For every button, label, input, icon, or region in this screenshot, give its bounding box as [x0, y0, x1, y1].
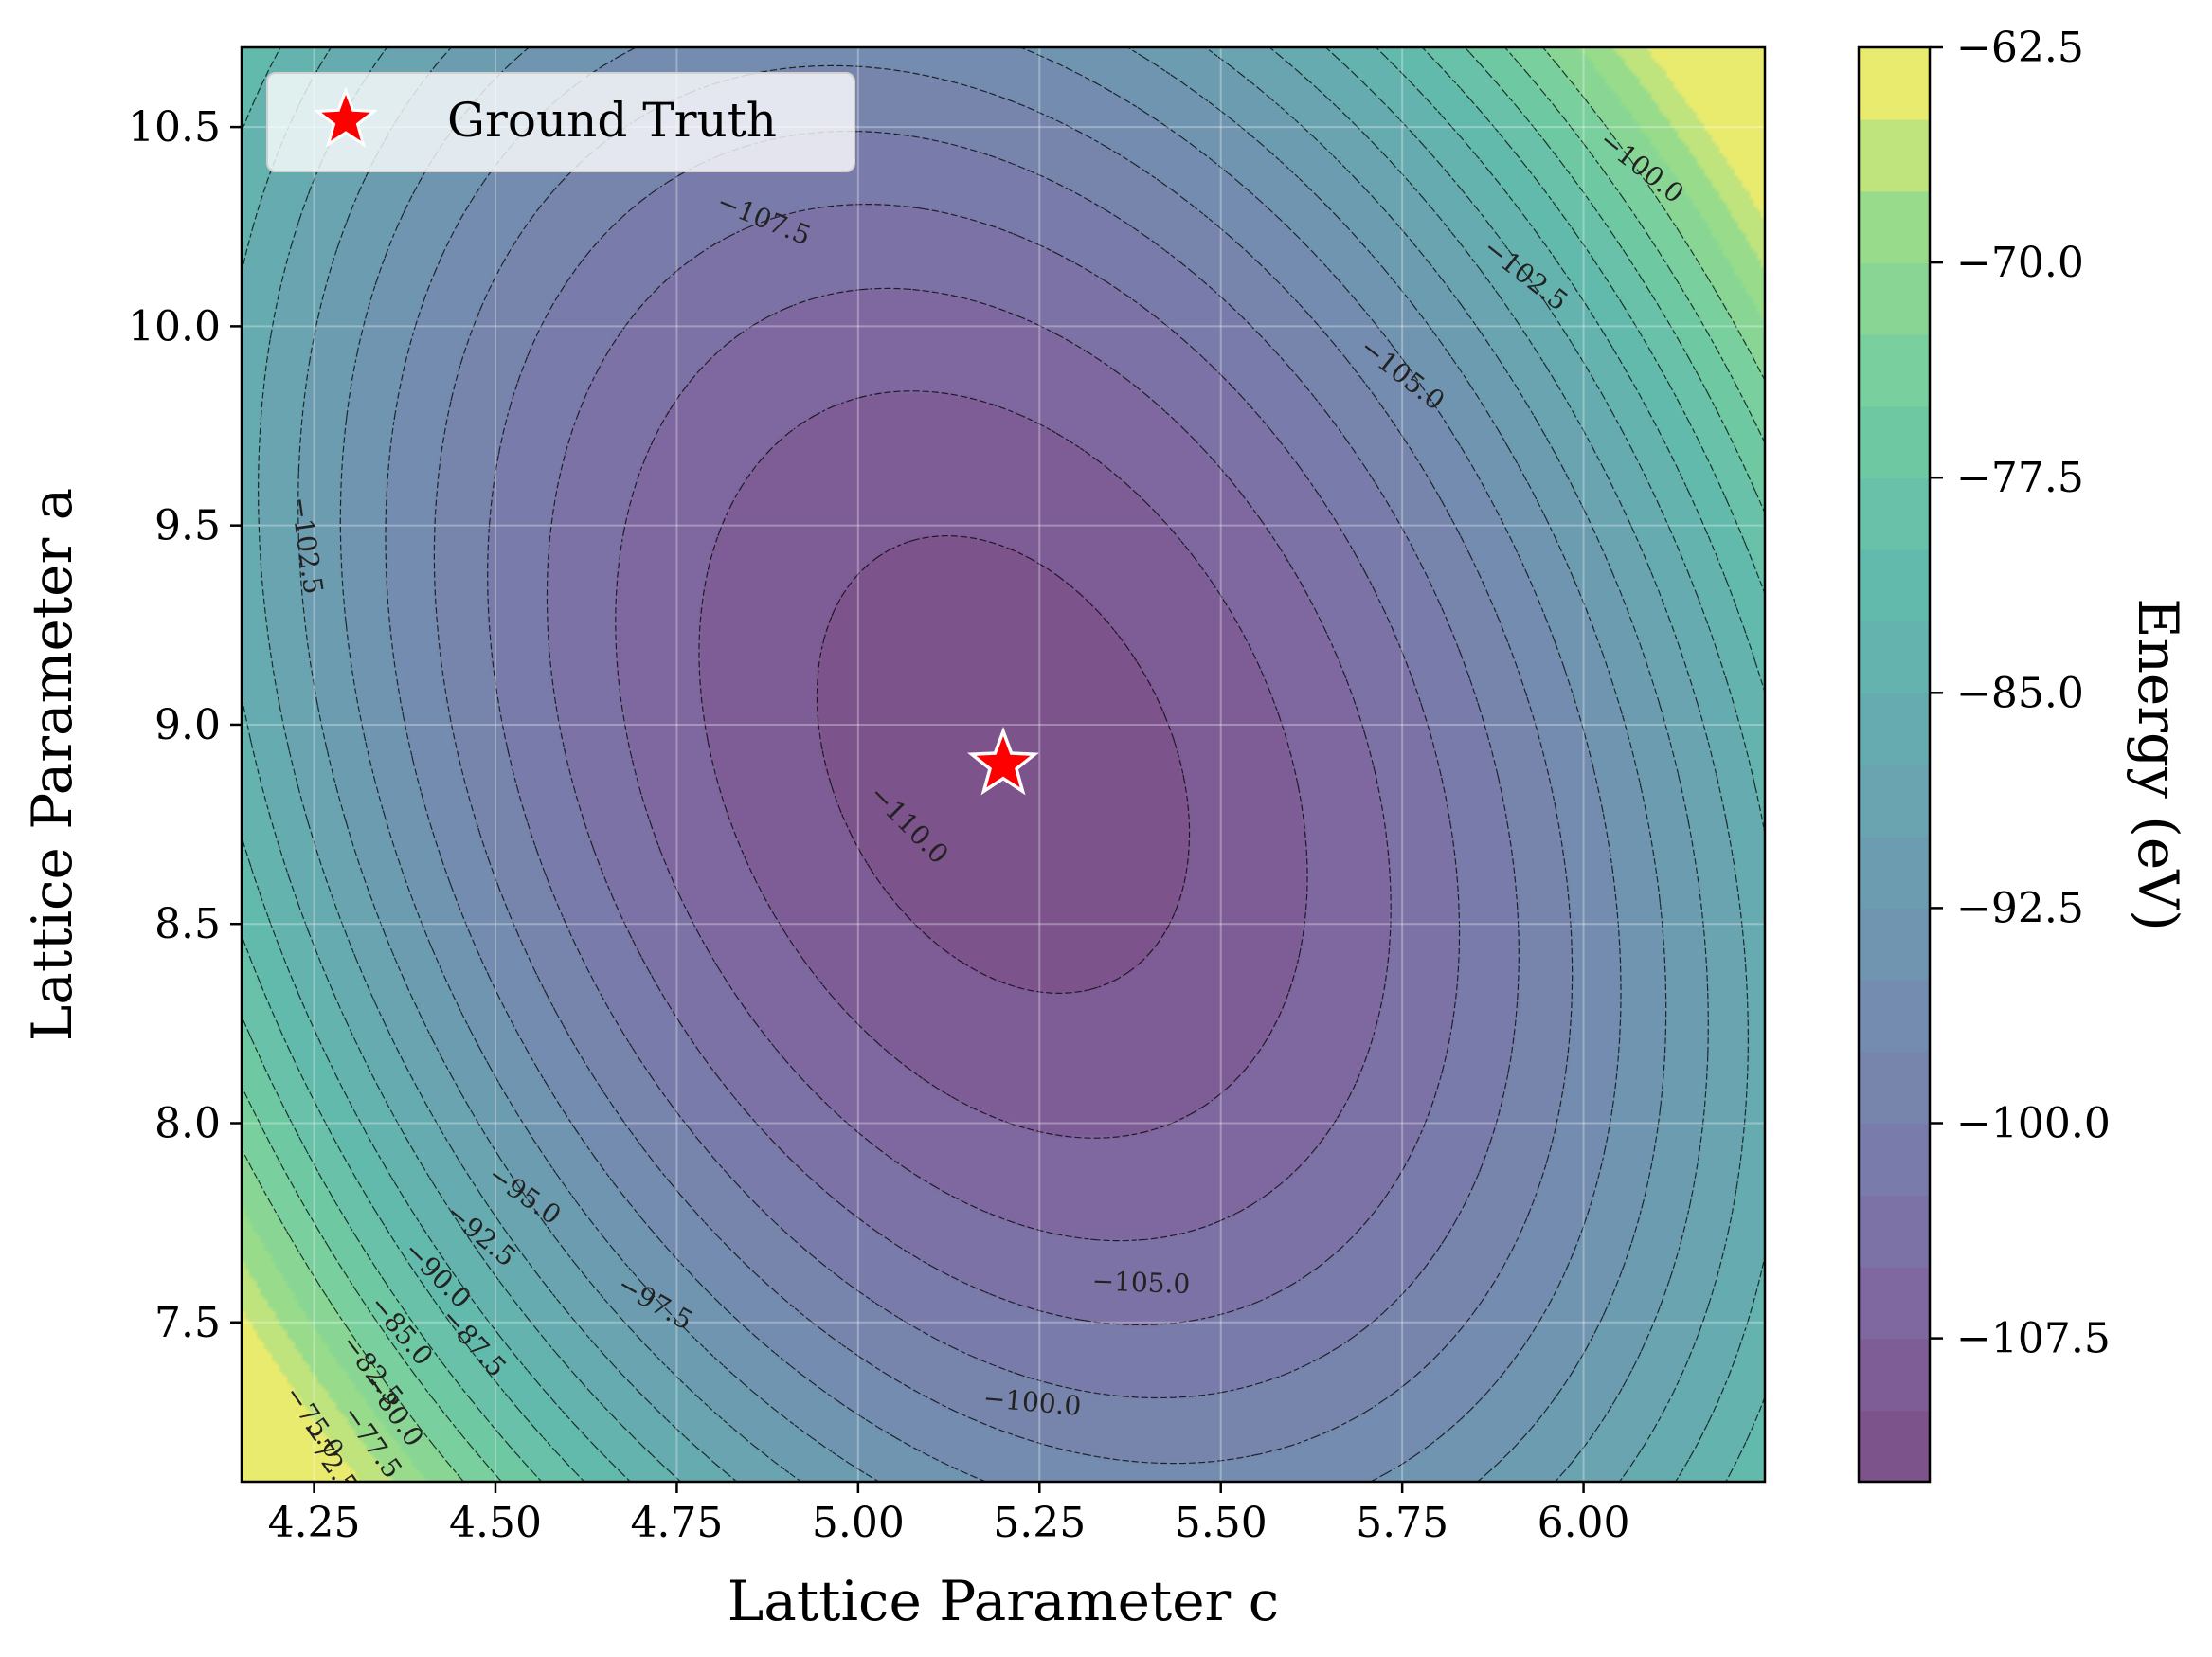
contour-label: −105.0 — [1091, 1265, 1191, 1300]
x-axis-ticks: 4.25 4.50 4.75 5.00 5.25 5.50 5.75 6.00 — [268, 1482, 1630, 1547]
y-tick-label: 7.5 — [154, 1299, 221, 1347]
contour-lines — [242, 47, 1765, 1482]
colorbar-band — [1859, 47, 1930, 120]
colorbar-band — [1859, 1195, 1930, 1268]
contour-line — [242, 47, 1765, 1482]
x-tick-label: 4.25 — [268, 1499, 361, 1547]
colorbar-band — [1859, 980, 1930, 1053]
contour-line — [487, 130, 1520, 1399]
markers — [967, 727, 1039, 796]
colorbar-frame — [1857, 45, 1932, 1484]
contour-line — [546, 204, 1461, 1325]
x-tick-label: 6.00 — [1538, 1499, 1630, 1547]
contour-line — [698, 390, 1308, 1139]
contour-line — [242, 47, 1765, 1482]
y-axis-title: Lattice Parameter a — [20, 488, 84, 1042]
colorbar: −62.5 −70.0 −77.5 −85.0 −92.5 −100.0 −107.5 En… — [1857, 24, 2190, 1484]
colorbar-band — [1859, 765, 1930, 838]
x-tick-label: 5.50 — [1175, 1499, 1268, 1547]
contour-line — [433, 64, 1574, 1465]
y-tick-label: 8.0 — [154, 1100, 221, 1148]
plot-area: −110.0−107.5−105.0−102.5−100.0−102.5−105… — [240, 45, 1767, 1484]
colorbar-band — [1859, 118, 1930, 192]
plot-frame — [240, 45, 1767, 1484]
legend-label-ground-truth: Ground Truth — [447, 93, 777, 148]
contour-line — [615, 287, 1392, 1242]
contour-line — [242, 47, 1765, 1482]
y-tick-label: 8.5 — [154, 900, 221, 948]
x-tick-label: 5.00 — [812, 1499, 905, 1547]
colorbar-band — [1859, 1123, 1930, 1196]
ground-truth-marker — [967, 727, 1039, 796]
contour-line — [242, 47, 1765, 1482]
colorbar-band — [1859, 1410, 1930, 1483]
colorbar-band — [1859, 1051, 1930, 1125]
colorbar-tick-label: −70.0 — [1956, 239, 2084, 287]
colorbar-tick-label: −107.5 — [1956, 1315, 2111, 1363]
colorbar-tick-label: −85.0 — [1956, 669, 2084, 717]
colorbar-band — [1859, 836, 1930, 910]
x-axis-title: Lattice Parameter c — [728, 1569, 1279, 1633]
y-axis-ticks: 7.5 8.0 8.5 9.0 9.5 10.0 10.5 — [128, 103, 242, 1347]
legend: Ground Truth — [266, 72, 855, 172]
contour-line — [242, 47, 1765, 1482]
y-tick-label: 10.5 — [128, 103, 221, 152]
contour-line — [385, 47, 1622, 1482]
colorbar-band — [1859, 693, 1930, 765]
grid-lines — [242, 47, 1765, 1482]
colorbar-bands — [1859, 47, 1930, 1483]
y-tick-label: 9.0 — [154, 701, 221, 749]
x-tick-label: 5.75 — [1356, 1499, 1448, 1547]
x-tick-label: 4.75 — [630, 1499, 723, 1547]
colorbar-tick-label: −77.5 — [1956, 454, 2084, 502]
colorbar-tick-label: −100.0 — [1956, 1100, 2111, 1148]
colorbar-band — [1859, 262, 1930, 335]
colorbar-band — [1859, 333, 1930, 407]
legend-star-icon — [314, 86, 378, 148]
y-tick-label: 10.0 — [128, 302, 221, 351]
contour-line — [816, 535, 1191, 994]
y-tick-label: 9.5 — [154, 502, 221, 550]
colorbar-band — [1859, 477, 1930, 550]
colorbar-tick-label: −92.5 — [1956, 884, 2084, 932]
colorbar-band — [1859, 1338, 1930, 1412]
legend-box — [266, 72, 855, 172]
colorbar-band — [1859, 190, 1930, 263]
contour-line — [242, 47, 1765, 1482]
colorbar-band — [1859, 405, 1930, 478]
x-tick-label: 4.50 — [449, 1499, 542, 1547]
colorbar-band — [1859, 621, 1930, 694]
x-tick-label: 5.25 — [993, 1499, 1086, 1547]
colorbar-band — [1859, 549, 1930, 622]
contour-line — [297, 47, 1709, 1482]
colorbar-band — [1859, 1266, 1930, 1340]
colorbar-tick-label: −62.5 — [1956, 24, 2084, 72]
colorbar-label: Energy (eV) — [2126, 598, 2190, 931]
colorbar-band — [1859, 908, 1930, 981]
colorbar-ticks: −62.5 −70.0 −77.5 −85.0 −92.5 −100.0 −107.5 — [1930, 24, 2111, 1363]
